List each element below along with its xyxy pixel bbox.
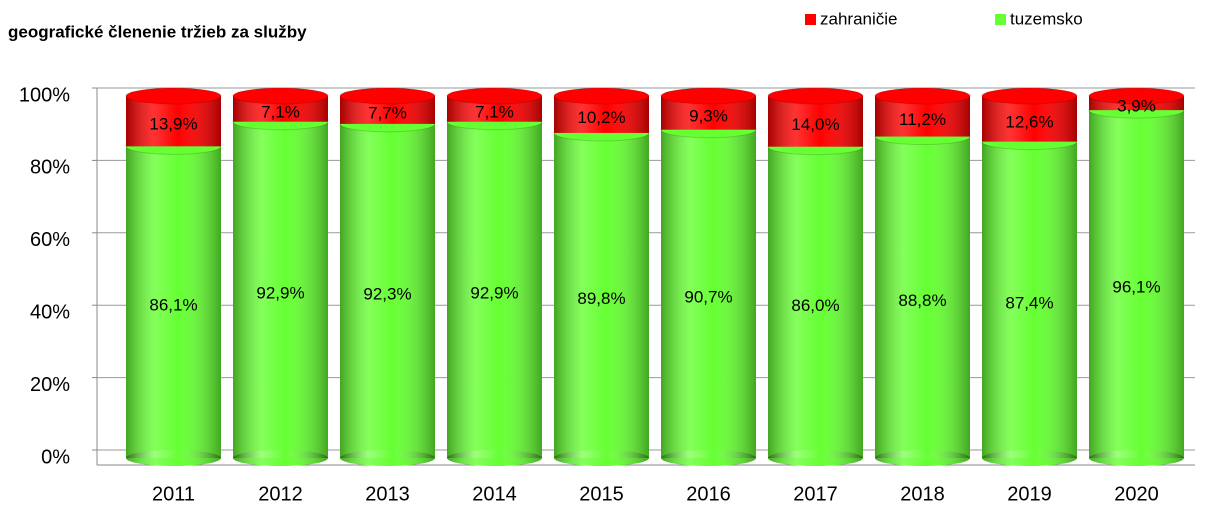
bar-shade [661, 129, 756, 458]
value-label: 89,8% [577, 289, 625, 308]
segment-edge [981, 87, 1078, 105]
value-label: 11,2% [899, 110, 946, 129]
x-tick-label: 2020 [1114, 483, 1159, 505]
value-label: 92,9% [470, 283, 518, 302]
y-tick-label: 80% [30, 157, 70, 179]
x-tick-label: 2019 [1007, 483, 1052, 505]
value-label: 87,4% [1005, 293, 1053, 312]
bar-base-shade [554, 450, 649, 466]
segment-edge [874, 87, 971, 105]
value-label: 13,9% [149, 115, 197, 134]
segment-edge [553, 87, 650, 105]
bar-base-shade [447, 450, 542, 466]
value-label: 90,7% [684, 287, 732, 306]
x-tick-label: 2013 [365, 483, 410, 505]
x-tick-label: 2012 [258, 483, 303, 505]
y-tick-label: 40% [30, 301, 70, 323]
legend-label: zahraničie [820, 9, 898, 28]
chart-title: geografické členenie tržieb za služby [8, 22, 307, 41]
value-label: 7,1% [475, 102, 514, 121]
value-label: 3,9% [1117, 97, 1156, 116]
legend-swatch [995, 14, 1006, 25]
y-tick-label: 100% [19, 84, 70, 106]
bar-shade [554, 132, 649, 458]
bar-base-shade [233, 450, 328, 466]
segment-edge [232, 87, 329, 105]
segment-edge [125, 87, 222, 105]
bar-shade [126, 146, 221, 458]
legend-swatch [805, 14, 816, 25]
bar-base-shade [126, 450, 221, 466]
bar-shade [1089, 110, 1184, 459]
x-tick-label: 2015 [579, 483, 624, 505]
y-tick-label: 0% [41, 446, 70, 468]
value-label: 86,1% [149, 296, 197, 315]
bar-shade [982, 141, 1077, 458]
bar-base-shade [340, 450, 435, 466]
bar-shade [233, 121, 328, 459]
bar-shade [768, 146, 863, 458]
value-label: 86,0% [791, 296, 839, 315]
value-label: 7,7% [368, 103, 407, 122]
value-label: 9,3% [689, 106, 728, 125]
x-tick-label: 2017 [793, 483, 838, 505]
bar-shade [768, 96, 863, 147]
segment-edge [446, 87, 543, 105]
bar-shade [340, 123, 435, 459]
value-label: 10,2% [577, 108, 625, 127]
legend-label: tuzemsko [1010, 9, 1083, 28]
y-tick-label: 60% [30, 229, 70, 251]
value-label: 14,0% [791, 115, 839, 134]
value-label: 92,3% [363, 284, 411, 303]
bar-base-shade [1089, 450, 1184, 466]
bar-base-shade [982, 450, 1077, 466]
y-tick-label: 20% [30, 374, 70, 396]
segment-edge [660, 87, 757, 105]
segment-edge [1088, 87, 1185, 105]
segment-edge [339, 87, 436, 105]
value-label: 92,9% [256, 283, 304, 302]
x-tick-label: 2018 [900, 483, 945, 505]
bar-shade [447, 121, 542, 459]
bar-base-shade [875, 450, 970, 466]
segment-edge [767, 87, 864, 105]
x-tick-label: 2016 [686, 483, 731, 505]
value-label: 7,1% [261, 102, 300, 121]
bar-shade [875, 136, 970, 458]
value-label: 12,6% [1005, 112, 1053, 131]
value-label: 88,8% [898, 291, 946, 310]
bar-shade [126, 96, 221, 147]
value-label: 96,1% [1112, 278, 1160, 297]
bar-base-shade [661, 450, 756, 466]
x-tick-label: 2014 [472, 483, 517, 505]
x-tick-label: 2011 [152, 483, 195, 505]
bar-base-shade [768, 450, 863, 466]
